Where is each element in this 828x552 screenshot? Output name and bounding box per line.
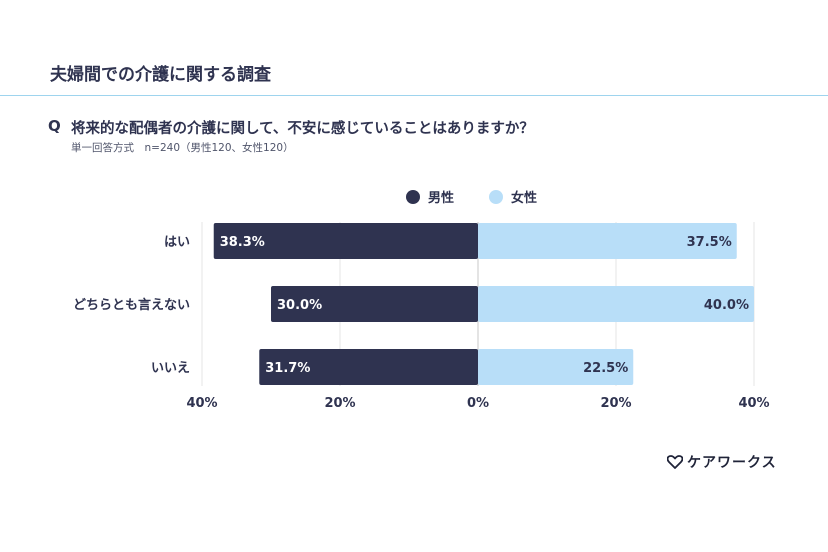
chart-legend: 男性 女性 xyxy=(0,187,828,207)
title-divider xyxy=(0,95,828,96)
data-label-female: 22.5% xyxy=(583,361,628,376)
bar-male xyxy=(213,223,479,259)
category-label: どちらとも言えない xyxy=(73,297,190,313)
legend-swatch-male xyxy=(406,189,420,204)
question-meta: 単一回答方式 n=240（男性120、女性120） xyxy=(71,142,294,154)
bar-female xyxy=(478,349,634,385)
bar-male xyxy=(271,286,478,322)
data-label-female: 37.5% xyxy=(687,235,732,250)
category-label: はい xyxy=(164,235,190,250)
bar-male xyxy=(259,349,478,385)
legend-item-female: 女性 xyxy=(489,187,537,206)
bar-female xyxy=(478,286,754,322)
data-label-male: 30.0% xyxy=(277,298,322,313)
x-tick-label: 0% xyxy=(467,396,489,411)
question-mark: Q xyxy=(48,117,61,135)
brand-logo-text: ケアワークス xyxy=(687,455,777,471)
page-title: 夫婦間での介護に関する調査 xyxy=(50,65,271,85)
data-label-male: 38.3% xyxy=(220,235,265,250)
data-label-female: 40.0% xyxy=(704,298,749,313)
legend-label-female: 女性 xyxy=(511,191,538,206)
x-tick-label: 40% xyxy=(738,396,769,411)
bar-female xyxy=(478,223,737,259)
question-text: 将来的な配偶者の介護に関して、不安に感じていることはありますか？ xyxy=(71,121,534,137)
category-label: いいえ xyxy=(151,361,190,376)
x-tick-label: 20% xyxy=(600,396,631,411)
legend-label-male: 男性 xyxy=(428,191,455,206)
heart-icon xyxy=(667,455,683,469)
legend-item-male: 男性 xyxy=(406,187,454,206)
x-tick-label: 20% xyxy=(324,396,355,411)
x-tick-label: 40% xyxy=(186,396,217,411)
data-label-male: 31.7% xyxy=(265,361,310,376)
legend-swatch-female xyxy=(489,189,503,204)
brand-logo: ケアワークス xyxy=(667,452,777,472)
